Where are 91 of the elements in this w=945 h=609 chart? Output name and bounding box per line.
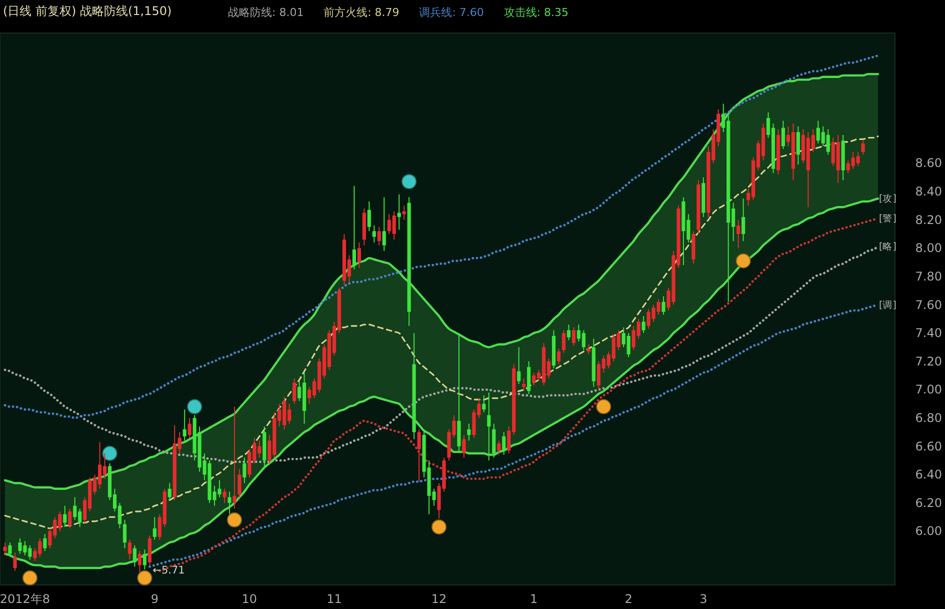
candlestick — [367, 200, 371, 232]
x-tick-label: 11 — [326, 592, 342, 606]
chart-title: (日线 前复权) 战略防线(1,150) — [3, 4, 172, 18]
y-tick-label: 7.00 — [915, 382, 942, 397]
y-tick-label: 6.60 — [915, 439, 942, 454]
candlestick — [781, 120, 786, 150]
text: 战略防线: 8.01 — [228, 6, 304, 19]
candlestick — [502, 432, 506, 456]
point — [596, 399, 612, 414]
point — [736, 253, 751, 268]
candlestick — [357, 242, 361, 268]
y-tick-label: 6.00 — [915, 524, 942, 538]
x-tick-label: 2012年8 — [0, 592, 50, 606]
y-tick-label: 8.60 — [915, 156, 942, 170]
candlestick — [3, 542, 7, 556]
y-tick-label: 7.20 — [915, 354, 942, 368]
annotation: [攻] — [879, 192, 896, 204]
y-tick-label: 7.80 — [915, 269, 942, 284]
candlestick — [168, 482, 172, 501]
candlestick — [352, 185, 356, 270]
candlestick — [152, 516, 156, 540]
point — [187, 399, 202, 414]
annotation: [警] — [879, 212, 896, 224]
candlestick — [43, 534, 47, 552]
candlestick — [467, 423, 471, 442]
x-tick-label: 1 — [530, 592, 538, 606]
candlestick — [13, 552, 17, 572]
annotation: [调] — [879, 298, 896, 310]
candlestick — [382, 196, 386, 252]
x-tick-label: 2 — [624, 592, 632, 606]
candlestick — [138, 550, 142, 573]
text: 前方火线: 8.79 — [324, 6, 400, 19]
y-tick-label: 8.40 — [915, 184, 942, 199]
candlestick — [662, 296, 666, 316]
candlestick — [188, 417, 192, 438]
text: 攻击线: 8.35 — [504, 6, 569, 19]
y-tick-label: 8.20 — [915, 212, 942, 227]
y-tick-label: 8.00 — [915, 241, 942, 256]
point — [22, 570, 38, 586]
x-tick-label: 10 — [242, 592, 258, 606]
candlestick — [8, 542, 12, 558]
candlestick — [796, 126, 800, 166]
candlestick — [292, 378, 296, 404]
candlestick — [586, 344, 590, 355]
candlestick — [562, 330, 566, 354]
x-tick-label: 3 — [700, 592, 708, 606]
candlestick — [487, 392, 491, 461]
candlestick — [242, 457, 246, 484]
candlestick — [417, 428, 421, 482]
y-tick-label: 7.40 — [915, 326, 942, 340]
candlestick — [462, 434, 466, 458]
candlestick — [736, 219, 740, 249]
candlestick — [238, 468, 242, 498]
candlestick — [228, 491, 232, 515]
point — [432, 519, 446, 534]
y-tick-label: 7.60 — [915, 298, 942, 312]
candlestick — [572, 326, 576, 346]
candlestick — [517, 346, 521, 385]
candlestick — [497, 440, 501, 456]
candlestick — [556, 348, 561, 365]
candlestick — [132, 544, 136, 568]
candlestick — [232, 406, 236, 510]
y-tick-label: 6.40 — [915, 468, 942, 482]
candlestick — [482, 394, 486, 413]
text: 调兵线: 7.60 — [419, 6, 484, 19]
candlestick — [377, 226, 381, 246]
annotation: ←5.71 — [152, 564, 185, 576]
candlestick — [566, 324, 571, 341]
point — [137, 570, 152, 586]
candlestick — [372, 224, 376, 243]
point — [402, 174, 417, 190]
candlestick — [861, 140, 865, 156]
annotation: [略] — [879, 241, 896, 252]
candlestick — [142, 549, 146, 570]
candlestick — [642, 316, 646, 334]
candlestick — [122, 519, 127, 549]
candlestick — [63, 505, 67, 528]
candlestick — [128, 539, 132, 560]
point — [226, 512, 242, 528]
point — [102, 446, 118, 461]
x-tick-label: 12 — [431, 592, 447, 606]
candlestick — [397, 194, 401, 230]
candlestick — [182, 408, 186, 442]
y-tick-label: 6.80 — [915, 410, 942, 425]
candlestick — [742, 198, 746, 242]
y-tick-label: 6.20 — [915, 496, 942, 510]
candlestick — [522, 378, 526, 390]
line-series — [4, 54, 880, 420]
candlestick — [68, 508, 72, 529]
candlestick — [222, 488, 226, 504]
x-tick-label: 9 — [150, 592, 158, 606]
